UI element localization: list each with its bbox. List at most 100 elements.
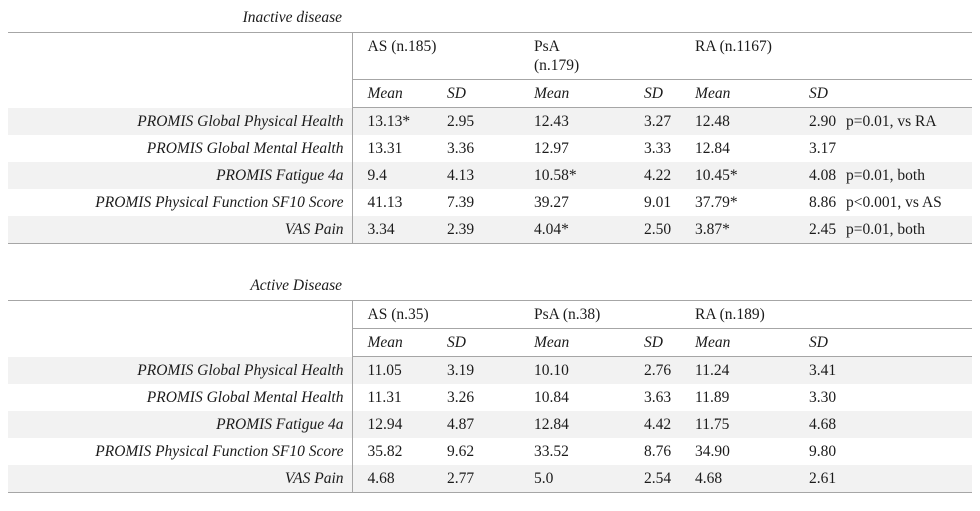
cell-as-sd: 2.77	[432, 465, 520, 493]
cell-as-mean: 9.4	[352, 162, 432, 189]
cell-as-sd: 2.95	[432, 107, 520, 135]
cell-psa-sd: 8.76	[644, 443, 672, 460]
cell-ra-sd: 3.17	[809, 140, 837, 157]
active-disease-section: Active Disease AS (n.35) PsA (n.38) RA (…	[8, 274, 973, 493]
row-label: VAS Pain	[8, 216, 353, 244]
significance-note	[837, 356, 973, 384]
cell-as-sd: 2.39	[432, 216, 520, 244]
sd-header-ra: SD	[794, 328, 838, 357]
stat-header-row: Mean SD Mean SD Mean SD	[8, 328, 973, 357]
table-row: PROMIS Global Physical Health 11.05 3.19…	[8, 356, 973, 384]
cell-psa-mean: 33.52	[534, 443, 569, 460]
group-header-psa: PsA (n.38)	[519, 300, 681, 329]
cell-as-mean: 13.13*	[352, 107, 432, 135]
sd-header-as: SD	[432, 79, 520, 108]
row-label: PROMIS Physical Function SF10 Score	[8, 438, 353, 465]
cell-ra-mean: 4.68	[680, 465, 795, 493]
notes-header-cell	[837, 32, 973, 80]
cell-ra-sd: 4.08	[794, 162, 838, 189]
cell-psa-sd: 9.01	[644, 194, 672, 211]
cell-psa-mean: 10.58*	[519, 162, 630, 189]
cell-as-mean: 11.05	[352, 356, 432, 384]
cell-as-mean: 3.34	[352, 216, 432, 244]
significance-note: p=0.01, vs RA	[837, 107, 973, 135]
table-row: VAS Pain 4.68 2.77 5.0 2.54 4.68 2.61	[8, 465, 973, 493]
cell-ra-mean: 11.75	[680, 411, 795, 438]
cell-as-sd: 7.39	[447, 194, 475, 211]
corner-cell	[8, 79, 353, 108]
significance-note	[837, 384, 972, 411]
notes-header-cell	[837, 300, 973, 329]
significance-note	[837, 465, 973, 493]
cell-ra-mean: 12.48	[680, 107, 795, 135]
table-row: PROMIS Physical Function SF10 Score 41.1…	[8, 189, 972, 216]
sd-header-ra: SD	[794, 79, 838, 108]
cell-as-mean: 4.68	[352, 465, 432, 493]
cell-psa-mean: 10.10	[519, 356, 630, 384]
significance-note: p=0.01, both	[837, 216, 973, 244]
cell-as-mean: 35.82	[367, 443, 403, 460]
cell-ra-mean: 10.45*	[680, 162, 795, 189]
cell-psa-sd: 2.50	[629, 216, 681, 244]
cell-ra-mean: 34.90	[695, 443, 730, 460]
corner-cell	[8, 328, 353, 357]
corner-cell	[8, 300, 353, 329]
sd-header-as: SD	[432, 328, 520, 357]
group-header-as: AS (n.185)	[352, 32, 520, 80]
cell-psa-mean: 10.84	[534, 389, 569, 406]
cell-ra-sd: 2.45	[794, 216, 838, 244]
cell-ra-mean: 12.84	[695, 140, 730, 157]
cell-as-sd: 9.62	[447, 443, 475, 460]
cell-psa-mean: 12.43	[519, 107, 630, 135]
row-label: PROMIS Physical Function SF10 Score	[8, 189, 353, 216]
cell-psa-sd: 3.33	[644, 140, 672, 157]
cell-psa-mean: 12.84	[519, 411, 630, 438]
cell-ra-mean: 11.24	[680, 356, 795, 384]
table-figure: Inactive disease AS (n.185) PsA (n.179) …	[8, 6, 973, 493]
mean-header-ra: Mean	[680, 79, 795, 108]
cell-psa-mean: 12.97	[534, 140, 569, 157]
notes-header-cell	[837, 79, 973, 108]
cell-ra-mean: 11.89	[695, 389, 730, 406]
cell-psa-mean: 4.04*	[519, 216, 630, 244]
row-label: PROMIS Global Physical Health	[8, 107, 353, 135]
cell-ra-sd: 3.41	[794, 356, 838, 384]
cell-psa-sd: 3.63	[644, 389, 672, 406]
inactive-disease-section: Inactive disease AS (n.185) PsA (n.179) …	[8, 6, 973, 244]
cell-ra-sd: 9.80	[809, 443, 837, 460]
cell-psa-sd: 2.76	[629, 356, 681, 384]
cell-as-mean: 11.31	[367, 389, 402, 406]
table-row: PROMIS Global Physical Health 13.13* 2.9…	[8, 107, 973, 135]
mean-header-as: Mean	[352, 328, 432, 357]
cell-as-mean: 12.94	[352, 411, 432, 438]
cell-ra-sd: 2.61	[794, 465, 838, 493]
row-label: PROMIS Global Physical Health	[8, 356, 353, 384]
cell-ra-mean: 37.79*	[695, 194, 738, 211]
cell-as-sd: 4.13	[432, 162, 520, 189]
significance-note	[837, 135, 972, 162]
cell-as-mean: 13.31	[367, 140, 403, 157]
table-title-inactive: Inactive disease	[242, 9, 342, 26]
cell-ra-sd: 2.90	[794, 107, 838, 135]
group-header-ra: RA (n.1167)	[680, 32, 838, 80]
cell-psa-sd: 4.42	[629, 411, 681, 438]
corner-cell	[8, 32, 353, 80]
mean-header-psa: Mean	[519, 328, 630, 357]
cell-as-sd: 3.19	[432, 356, 520, 384]
sd-header-psa: SD	[629, 79, 681, 108]
cell-psa-sd: 3.27	[629, 107, 681, 135]
table-title-active: Active Disease	[250, 277, 342, 294]
cell-as-sd: 3.36	[447, 140, 475, 157]
table-row: PROMIS Fatigue 4a 12.94 4.87 12.84 4.42 …	[8, 411, 973, 438]
row-label: PROMIS Fatigue 4a	[8, 162, 353, 189]
table-row: VAS Pain 3.34 2.39 4.04* 2.50 3.87* 2.45…	[8, 216, 973, 244]
mean-header-psa: Mean	[519, 79, 630, 108]
notes-header-cell	[837, 328, 973, 357]
cell-ra-sd: 3.30	[809, 389, 837, 406]
row-label: PROMIS Global Mental Health	[8, 135, 353, 162]
row-label: PROMIS Fatigue 4a	[8, 411, 353, 438]
mean-header-as: Mean	[352, 79, 432, 108]
group-header-ra: RA (n.189)	[680, 300, 838, 329]
group-header-row: AS (n.185) PsA (n.179) RA (n.1167)	[8, 32, 973, 80]
significance-note: p=0.01, both	[837, 162, 973, 189]
